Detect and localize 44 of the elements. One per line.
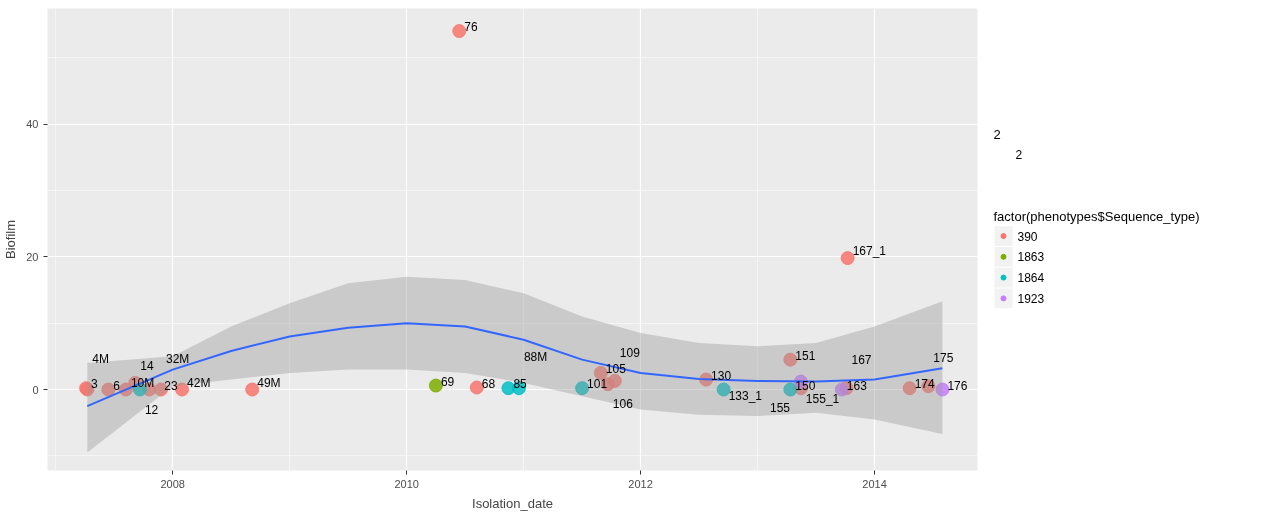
annotation: 68	[481, 376, 496, 391]
annotation: 23	[164, 378, 178, 393]
legend-label: 1923	[1017, 291, 1045, 306]
x-tick-label: 2012	[628, 477, 653, 490]
annotation: 42M	[187, 375, 211, 390]
annotation: 3	[91, 377, 99, 392]
x-tick-label: 2008	[160, 477, 185, 490]
annotation: 155	[769, 401, 791, 416]
annotation: 174	[914, 377, 935, 392]
annotation: 6	[113, 378, 121, 393]
annotation: 176	[947, 378, 968, 393]
annotation: 155_1	[805, 391, 840, 406]
text: 2	[993, 127, 1001, 143]
annotation: 167	[851, 353, 872, 368]
annotation: 88M	[523, 350, 548, 365]
annotation: 109	[619, 345, 641, 360]
x-tick-label: 2010	[394, 477, 419, 490]
x-tick-label: 2014	[862, 477, 887, 490]
annotation: 14	[140, 358, 154, 373]
legend-label: 1864	[1017, 271, 1045, 286]
text: 2	[1015, 148, 1023, 163]
annotation: 133_1	[728, 388, 763, 403]
annotation: 69	[440, 374, 455, 389]
y-tick-label: 0	[32, 383, 39, 396]
annotation: 49M	[257, 375, 281, 390]
annotation: 101	[587, 377, 608, 392]
annotation: 175	[933, 351, 954, 366]
annotation: 12	[144, 402, 159, 417]
annotation: 76	[464, 20, 478, 35]
annotation: 32M	[165, 351, 190, 366]
y-tick-label: 20	[26, 250, 39, 263]
x-axis-title: Isolation_date	[472, 495, 553, 511]
annotation: 4M	[92, 351, 109, 366]
annotation: 106	[612, 397, 634, 412]
y-axis-title: Biofilm	[3, 219, 19, 259]
annotation: 167_1	[852, 244, 887, 259]
annotation: 163	[846, 378, 868, 393]
legend-title: factor(phenotypes$Sequence_type)	[993, 208, 1200, 224]
legend-label: 390	[1017, 229, 1038, 244]
annotation: 151	[795, 348, 816, 363]
annotation: 130	[711, 368, 732, 383]
annotation: 150	[795, 378, 816, 393]
legend-label: 1863	[1017, 250, 1045, 265]
y-tick-label: 40	[26, 118, 39, 130]
